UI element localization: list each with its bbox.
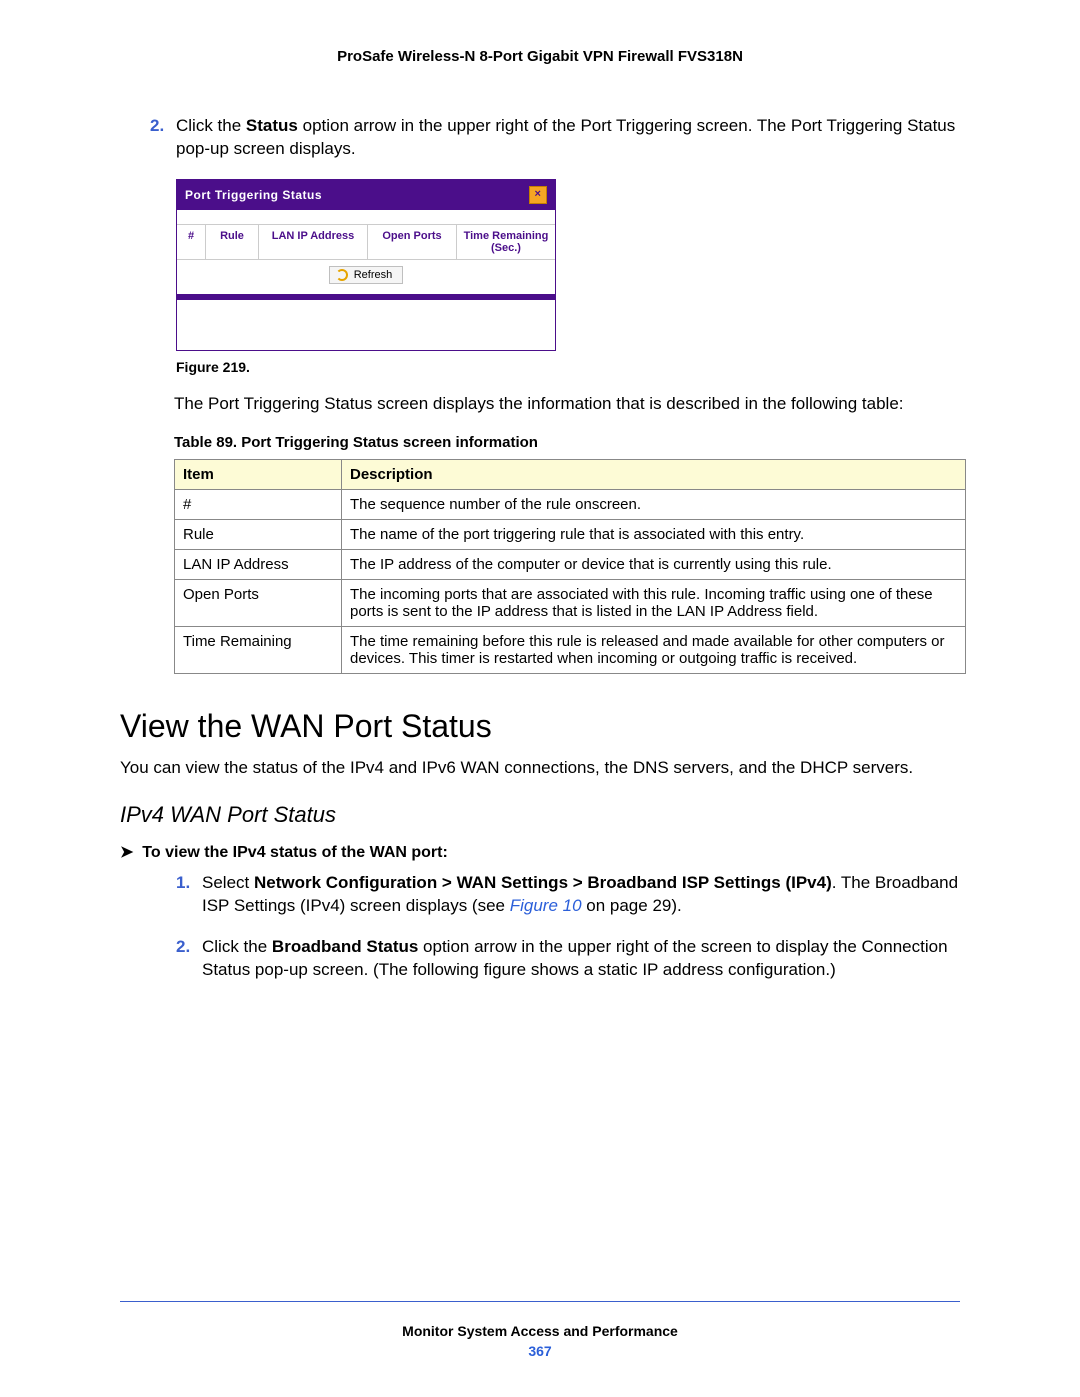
paragraph: You can view the status of the IPv4 and … [120,757,960,780]
step-number: 2. [176,936,202,982]
popup-titlebar: Port Triggering Status × [177,180,555,210]
cell: The time remaining before this rule is r… [342,626,966,673]
close-icon[interactable]: × [529,186,547,204]
step-number: 2. [150,115,176,161]
table-row: Rule The name of the port triggering rul… [175,519,966,549]
figure-caption: Figure 219. [176,359,960,375]
table-row: # The sequence number of the rule onscre… [175,489,966,519]
proc-step-2: 2. Click the Broadband Status option arr… [176,936,960,982]
th-desc: Description [342,459,966,489]
refresh-icon [336,269,348,281]
footer-divider [120,1301,960,1302]
step-body: Select Network Configuration > WAN Setti… [202,872,960,918]
info-table: Item Description # The sequence number o… [174,459,966,674]
step-body: Click the Status option arrow in the upp… [176,115,960,161]
col-time: Time Remaining (Sec.) [457,225,555,259]
refresh-label: Refresh [354,269,393,281]
step-number: 1. [176,872,202,918]
section-heading: View the WAN Port Status [120,708,960,745]
doc-title: ProSafe Wireless-N 8-Port Gigabit VPN Fi… [120,48,960,65]
popup-column-headers: # Rule LAN IP Address Open Ports Time Re… [177,224,555,260]
step-text: Click the [176,116,246,135]
table-row: Time Remaining The time remaining before… [175,626,966,673]
col-ip: LAN IP Address [259,225,368,259]
refresh-button[interactable]: Refresh [329,266,404,284]
cell: Time Remaining [175,626,342,673]
step-text: on page 29). [582,896,682,915]
cell: Rule [175,519,342,549]
cell: LAN IP Address [175,549,342,579]
procedure-heading: ➤ To view the IPv4 status of the WAN por… [120,842,960,862]
step-bold: Status [246,116,298,135]
step-2: 2. Click the Status option arrow in the … [150,115,960,161]
port-triggering-popup: Port Triggering Status × # Rule LAN IP A… [176,179,556,351]
popup-toolbar: Refresh [177,260,555,294]
popup-title: Port Triggering Status [185,188,322,202]
table-caption: Table 89. Port Triggering Status screen … [174,434,960,451]
proc-step-1: 1. Select Network Configuration > WAN Se… [176,872,960,918]
page: ProSafe Wireless-N 8-Port Gigabit VPN Fi… [0,0,1080,1397]
step-body: Click the Broadband Status option arrow … [202,936,960,982]
step-bold: Network Configuration > WAN Settings > B… [254,873,832,892]
cell: # [175,489,342,519]
footer-text: Monitor System Access and Performance [0,1323,1080,1339]
cell: The name of the port triggering rule tha… [342,519,966,549]
col-hash: # [177,225,206,259]
step-bold: Broadband Status [272,937,418,956]
subsection-heading: IPv4 WAN Port Status [120,802,960,828]
cell: The sequence number of the rule onscreen… [342,489,966,519]
step-text: Select [202,873,254,892]
step-text: Click the [202,937,272,956]
col-open: Open Ports [368,225,457,259]
col-rule: Rule [206,225,259,259]
table-row: Open Ports The incoming ports that are a… [175,579,966,626]
procedure-heading-text: To view the IPv4 status of the WAN port: [142,844,448,861]
cell: The incoming ports that are associated w… [342,579,966,626]
table-row: LAN IP Address The IP address of the com… [175,549,966,579]
paragraph: The Port Triggering Status screen displa… [174,393,960,416]
th-item: Item [175,459,342,489]
procedure-steps: 1. Select Network Configuration > WAN Se… [176,872,960,982]
figure-link[interactable]: Figure 10 [510,896,582,915]
arrow-icon: ➤ [120,844,133,861]
footer-page-number: 367 [0,1343,1080,1359]
cell: Open Ports [175,579,342,626]
cell: The IP address of the computer or device… [342,549,966,579]
